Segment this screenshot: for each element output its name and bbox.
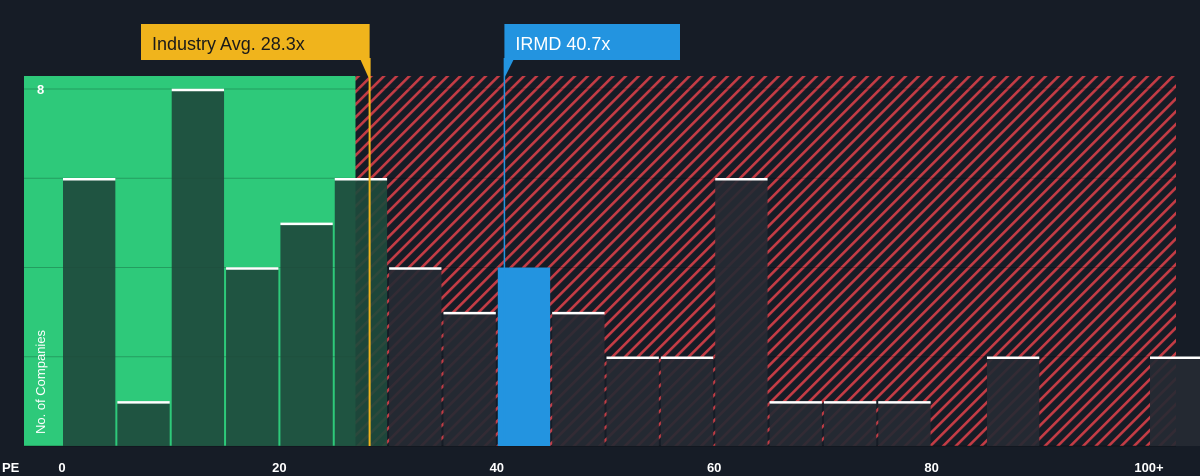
histogram-bar (117, 401, 170, 446)
x-tick-label: 60 (707, 460, 721, 475)
company-callout-box (504, 24, 680, 78)
y-axis-label: No. of Companies (33, 329, 48, 434)
x-axis-name: PE (2, 460, 20, 475)
histogram-bar (606, 356, 659, 446)
x-tick-label: 0 (58, 460, 65, 475)
histogram-bar (389, 267, 442, 446)
industry-avg-callout: Industry Avg. 28.3x (141, 24, 370, 80)
histogram-bar (986, 356, 1040, 446)
histogram-bar (1150, 356, 1200, 446)
histogram-bar (171, 89, 225, 446)
y-tick-label: 8 (37, 82, 44, 97)
histogram-bar (660, 356, 714, 446)
histogram-bar (63, 178, 116, 446)
x-tick-label: 40 (490, 460, 504, 475)
industry-avg-callout-box (141, 24, 370, 80)
labels-layer: Industry Avg. 28.3x IRMD 40.7x 8 No. of Com… (2, 24, 1164, 475)
histogram-bar (334, 178, 388, 446)
x-tick-label: 20 (272, 460, 286, 475)
histogram-bar (280, 222, 333, 446)
histogram-bar (769, 401, 822, 446)
histogram-bar (878, 401, 931, 446)
histogram-bar (552, 312, 605, 446)
company-callout-label: IRMD 40.7x (515, 34, 610, 54)
histogram-bar (497, 267, 551, 446)
histogram-bar (715, 178, 768, 446)
histogram-bar (443, 312, 496, 446)
histogram-bar (226, 267, 279, 446)
industry-avg-callout-label: Industry Avg. 28.3x (152, 34, 305, 54)
x-tick-label: 100+ (1134, 460, 1164, 475)
bars-layer (63, 88, 1200, 446)
reference-lines-layer (368, 58, 506, 446)
histogram-bar (823, 401, 877, 446)
x-tick-label: 80 (924, 460, 938, 475)
company-callout: IRMD 40.7x (504, 24, 680, 78)
